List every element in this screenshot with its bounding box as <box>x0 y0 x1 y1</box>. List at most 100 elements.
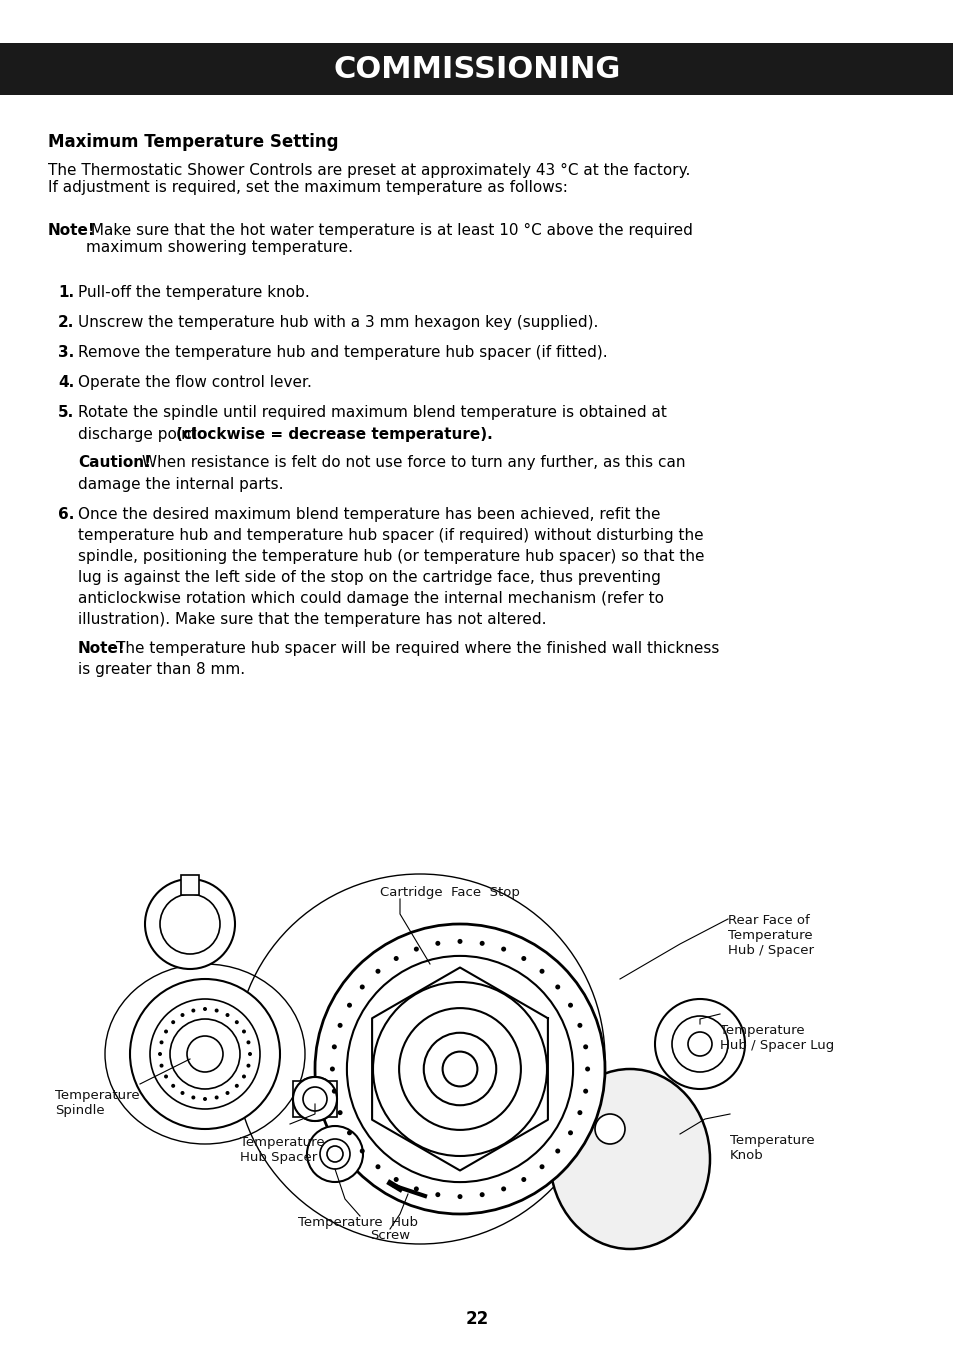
Circle shape <box>394 1177 398 1182</box>
Circle shape <box>214 1009 218 1013</box>
Text: Temperature
Hub Spacer: Temperature Hub Spacer <box>240 1136 324 1164</box>
Circle shape <box>246 1064 251 1068</box>
Circle shape <box>582 1089 588 1094</box>
Circle shape <box>330 1067 335 1071</box>
Circle shape <box>457 938 462 944</box>
Text: When resistance is felt do not use force to turn any further, as this can: When resistance is felt do not use force… <box>142 455 685 470</box>
Circle shape <box>359 984 364 990</box>
Text: temperature hub and temperature hub spacer (if required) without disturbing the: temperature hub and temperature hub spac… <box>78 528 703 543</box>
Circle shape <box>337 1110 342 1116</box>
Text: Unscrew the temperature hub with a 3 mm hexagon key (supplied).: Unscrew the temperature hub with a 3 mm … <box>78 315 598 330</box>
Circle shape <box>293 1076 336 1121</box>
Circle shape <box>225 1013 230 1017</box>
Circle shape <box>225 1091 230 1095</box>
Circle shape <box>160 894 220 955</box>
Circle shape <box>180 1091 184 1095</box>
Circle shape <box>303 1087 327 1112</box>
Text: damage the internal parts.: damage the internal parts. <box>78 477 283 492</box>
Text: spindle, positioning the temperature hub (or temperature hub spacer) so that the: spindle, positioning the temperature hub… <box>78 548 703 565</box>
Circle shape <box>171 1083 175 1087</box>
Circle shape <box>248 1052 252 1056</box>
Ellipse shape <box>550 1070 709 1248</box>
Circle shape <box>203 1097 207 1101</box>
Circle shape <box>423 1033 496 1105</box>
Text: Caution!: Caution! <box>78 455 151 470</box>
FancyBboxPatch shape <box>181 875 199 895</box>
Text: Rotate the spindle until required maximum blend temperature is obtained at: Rotate the spindle until required maximu… <box>78 405 666 420</box>
Text: Once the desired maximum blend temperature has been achieved, refit the: Once the desired maximum blend temperatu… <box>78 506 659 523</box>
Circle shape <box>584 1067 590 1071</box>
Text: 22: 22 <box>465 1311 488 1328</box>
Circle shape <box>577 1110 581 1116</box>
Text: Rear Face of
Temperature
Hub / Spacer: Rear Face of Temperature Hub / Spacer <box>727 914 813 957</box>
Circle shape <box>671 1016 727 1072</box>
Circle shape <box>164 1075 168 1079</box>
Circle shape <box>164 1029 168 1033</box>
Text: 2.: 2. <box>58 315 74 330</box>
Circle shape <box>687 1032 711 1056</box>
Circle shape <box>457 1194 462 1200</box>
Circle shape <box>307 1127 363 1182</box>
Text: Cartridge  Face  Stop: Cartridge Face Stop <box>379 886 519 899</box>
Circle shape <box>520 1177 526 1182</box>
Circle shape <box>234 1020 238 1024</box>
Circle shape <box>414 946 418 952</box>
Circle shape <box>479 1192 484 1197</box>
FancyBboxPatch shape <box>293 1080 336 1117</box>
Circle shape <box>375 968 380 974</box>
Circle shape <box>539 1164 544 1170</box>
Circle shape <box>180 1013 184 1017</box>
Circle shape <box>332 1089 336 1094</box>
Text: Temperature  Hub: Temperature Hub <box>297 1216 417 1229</box>
Circle shape <box>500 946 506 952</box>
Circle shape <box>130 979 280 1129</box>
Circle shape <box>159 1064 163 1068</box>
Text: Temperature
Knob: Temperature Knob <box>729 1135 814 1162</box>
Circle shape <box>171 1020 175 1024</box>
Text: Note!: Note! <box>78 640 126 655</box>
Circle shape <box>414 1186 418 1192</box>
Circle shape <box>539 968 544 974</box>
Circle shape <box>242 1075 246 1079</box>
Text: 1.: 1. <box>58 284 74 301</box>
Text: Operate the flow control lever.: Operate the flow control lever. <box>78 375 312 390</box>
Text: is greater than 8 mm.: is greater than 8 mm. <box>78 662 245 677</box>
Circle shape <box>332 1044 336 1049</box>
Circle shape <box>293 1076 336 1121</box>
Circle shape <box>242 1029 246 1033</box>
Circle shape <box>246 1040 251 1044</box>
Circle shape <box>192 1095 195 1099</box>
Circle shape <box>319 1139 350 1169</box>
Circle shape <box>192 1009 195 1013</box>
Circle shape <box>435 941 440 946</box>
Circle shape <box>347 1131 352 1135</box>
Circle shape <box>347 1003 352 1007</box>
Text: Note!: Note! <box>48 223 95 238</box>
Text: (clockwise = decrease temperature).: (clockwise = decrease temperature). <box>175 427 492 441</box>
Circle shape <box>234 1083 238 1087</box>
Circle shape <box>398 1009 520 1129</box>
Circle shape <box>347 956 573 1182</box>
Text: Temperature
Hub / Spacer Lug: Temperature Hub / Spacer Lug <box>720 1024 833 1052</box>
Text: 5.: 5. <box>58 405 74 420</box>
Text: discharge point: discharge point <box>78 427 201 441</box>
Circle shape <box>373 982 546 1156</box>
Text: Make sure that the hot water temperature is at least 10 °C above the required
ma: Make sure that the hot water temperature… <box>86 223 692 256</box>
Circle shape <box>187 1036 223 1072</box>
Text: illustration). Make sure that the temperature has not altered.: illustration). Make sure that the temper… <box>78 612 546 627</box>
Text: Remove the temperature hub and temperature hub spacer (if fitted).: Remove the temperature hub and temperatu… <box>78 345 607 360</box>
Circle shape <box>159 1040 163 1044</box>
Text: 3.: 3. <box>58 345 74 360</box>
Text: 4.: 4. <box>58 375 74 390</box>
Circle shape <box>442 1052 476 1086</box>
Circle shape <box>555 1148 559 1154</box>
Circle shape <box>520 956 526 961</box>
Circle shape <box>158 1052 162 1056</box>
Text: Maximum Temperature Setting: Maximum Temperature Setting <box>48 133 338 152</box>
Circle shape <box>479 941 484 946</box>
Circle shape <box>555 984 559 990</box>
Text: COMMISSIONING: COMMISSIONING <box>333 54 620 84</box>
Circle shape <box>170 1020 240 1089</box>
Text: anticlockwise rotation which could damage the internal mechanism (refer to: anticlockwise rotation which could damag… <box>78 590 663 607</box>
Text: The temperature hub spacer will be required where the finished wall thickness: The temperature hub spacer will be requi… <box>116 640 719 655</box>
